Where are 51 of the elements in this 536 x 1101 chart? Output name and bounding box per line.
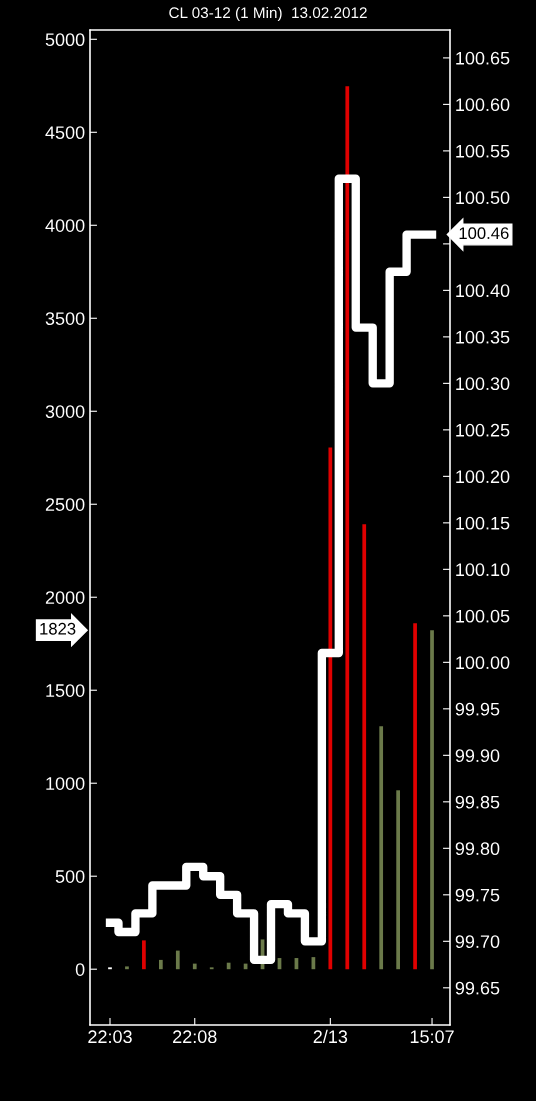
y2-tick-label: 99.80 xyxy=(455,842,500,856)
y2-tick-label: 100.05 xyxy=(456,609,510,623)
y2-tick-label: 99.95 xyxy=(455,702,500,716)
y2-tick-label: 100.30 xyxy=(456,377,510,391)
bar xyxy=(345,86,350,970)
y-tick-label: 4500 xyxy=(45,126,85,140)
y2-tick-label: 100.35 xyxy=(456,330,510,344)
y-tick-label: 3500 xyxy=(45,312,85,325)
y2-tick-label: 100.55 xyxy=(456,144,510,158)
bar xyxy=(413,623,417,970)
bar xyxy=(396,790,400,970)
bar xyxy=(142,940,146,970)
y-tick-label: 5000 xyxy=(45,33,85,47)
text: 100.46 xyxy=(459,227,509,240)
y2-tick-label: 99.65 xyxy=(455,981,500,995)
bar xyxy=(379,726,384,970)
y2-tick-label: 100.40 xyxy=(456,284,510,298)
chart-title: CL 03-12 (1 Min) 13.02.2012 xyxy=(169,6,367,22)
y2-tick-label: 99.85 xyxy=(455,795,500,809)
y-tick-label: 3000 xyxy=(45,405,85,418)
y-tick-label: 2000 xyxy=(45,591,85,604)
y2-tick-label: 99.75 xyxy=(455,888,500,902)
text: 1823 xyxy=(40,622,76,635)
x-tick-label: 22:08 xyxy=(173,1030,217,1044)
bar xyxy=(125,966,129,970)
y-tick-label: 1500 xyxy=(46,684,85,697)
y-tick-label: 0 xyxy=(75,963,85,976)
x-tick-label: 15:07 xyxy=(410,1030,454,1044)
bar xyxy=(362,524,367,970)
bar xyxy=(158,959,163,970)
y-tick-label: 2500 xyxy=(45,498,85,511)
y2-tick-label: 100.15 xyxy=(456,516,510,530)
y2-tick-label: 100.25 xyxy=(456,423,510,437)
bar xyxy=(226,962,231,970)
y-tick-label: 500 xyxy=(55,870,85,883)
y2-tick-label: 100.65 xyxy=(456,51,510,65)
y-tick-label: 1000 xyxy=(46,777,85,790)
y2-tick-label: 99.70 xyxy=(455,935,500,949)
y2-tick-label: 100.00 xyxy=(456,656,510,670)
y2-tick-label: 100.50 xyxy=(456,191,510,205)
y2-tick-label: 100.60 xyxy=(456,98,510,112)
x-tick-label: 2/13 xyxy=(313,1029,348,1044)
y2-tick-label: 100.10 xyxy=(456,563,510,577)
y2-tick-label: 99.90 xyxy=(455,749,500,763)
bar xyxy=(175,950,180,970)
bar xyxy=(430,630,434,970)
y2-tick-label: 100.20 xyxy=(456,470,510,484)
bar xyxy=(192,963,197,970)
y-tick-label: 4000 xyxy=(45,219,85,232)
x-tick-label: 22:03 xyxy=(88,1030,132,1044)
bar xyxy=(328,447,333,970)
